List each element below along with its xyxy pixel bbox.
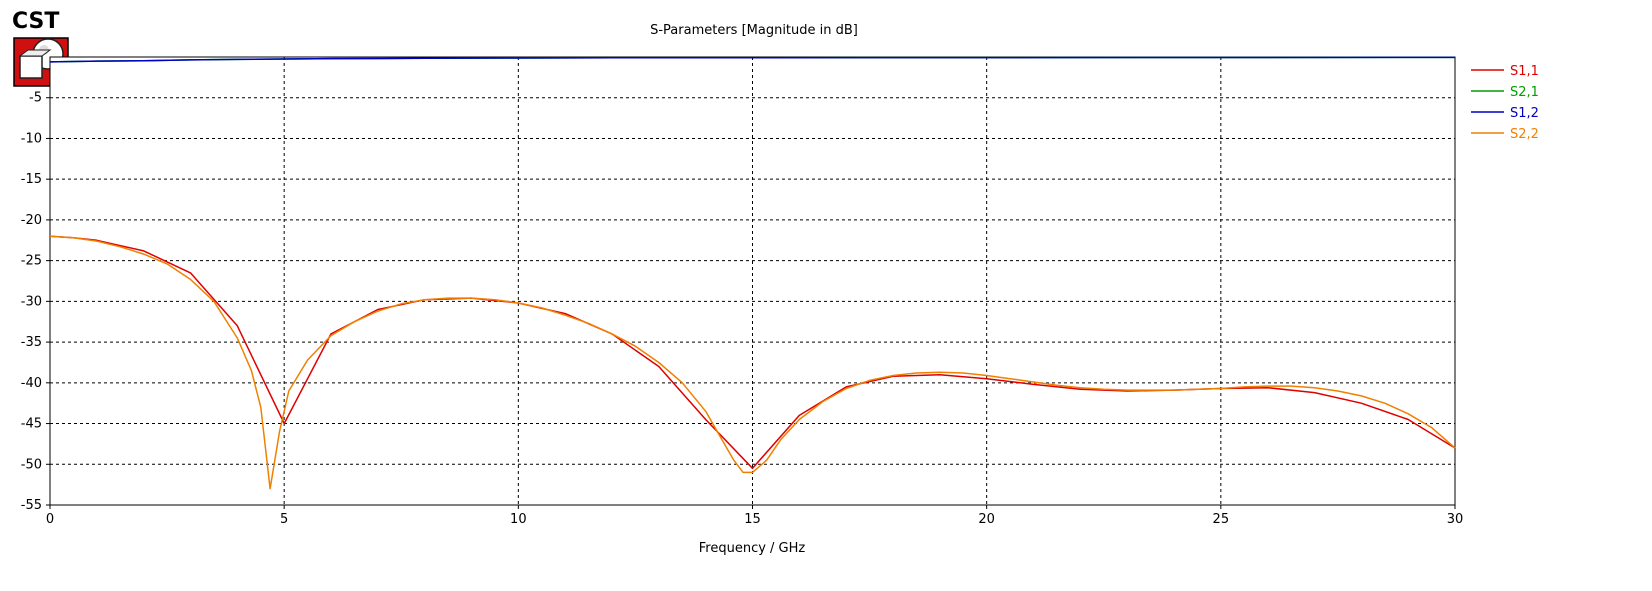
series-line-S1-2 — [49, 56, 1456, 63]
y-tick-label: -40 — [21, 376, 42, 391]
y-tick-label: -20 — [21, 213, 42, 228]
legend-label: S2,2 — [1510, 127, 1539, 142]
logo-text: CST — [12, 9, 59, 34]
x-tick-label: 15 — [744, 512, 761, 527]
x-tick-label: 25 — [1213, 512, 1230, 527]
x-tick-label: 0 — [46, 512, 54, 527]
y-tick-label: -30 — [21, 294, 42, 309]
x-tick-label: 10 — [510, 512, 527, 527]
x-axis-label: Frequency / GHz — [699, 541, 806, 556]
x-tick-label: 5 — [280, 512, 288, 527]
y-axis-ticks: -5 -10 -15 -20 -25 -30 -35 -40 -45 -50 -55 — [21, 91, 50, 513]
y-tick-label: -15 — [21, 172, 42, 187]
grid — [50, 57, 1455, 505]
y-tick-label: -10 — [21, 131, 42, 146]
series-lines — [49, 56, 1456, 490]
x-tick-label: 20 — [978, 512, 995, 527]
chart-title: S-Parameters [Magnitude in dB] — [650, 23, 858, 38]
x-axis-ticks: 0 5 10 15 20 25 30 — [46, 505, 1463, 527]
y-tick-label: -55 — [21, 498, 42, 513]
series-line-S2-2 — [49, 235, 1456, 490]
legend-label: S1,2 — [1510, 106, 1539, 121]
y-tick-label: -5 — [29, 91, 42, 106]
y-tick-label: -45 — [21, 417, 42, 432]
legend-label: S2,1 — [1510, 85, 1539, 100]
y-tick-label: -35 — [21, 335, 42, 350]
y-tick-label: -25 — [21, 254, 42, 269]
legend: S1,1 S2,1 S1,2 S2,2 — [1471, 64, 1539, 142]
x-tick-label: 30 — [1447, 512, 1464, 527]
legend-label: S1,1 — [1510, 64, 1539, 79]
y-tick-label: -50 — [21, 457, 42, 472]
